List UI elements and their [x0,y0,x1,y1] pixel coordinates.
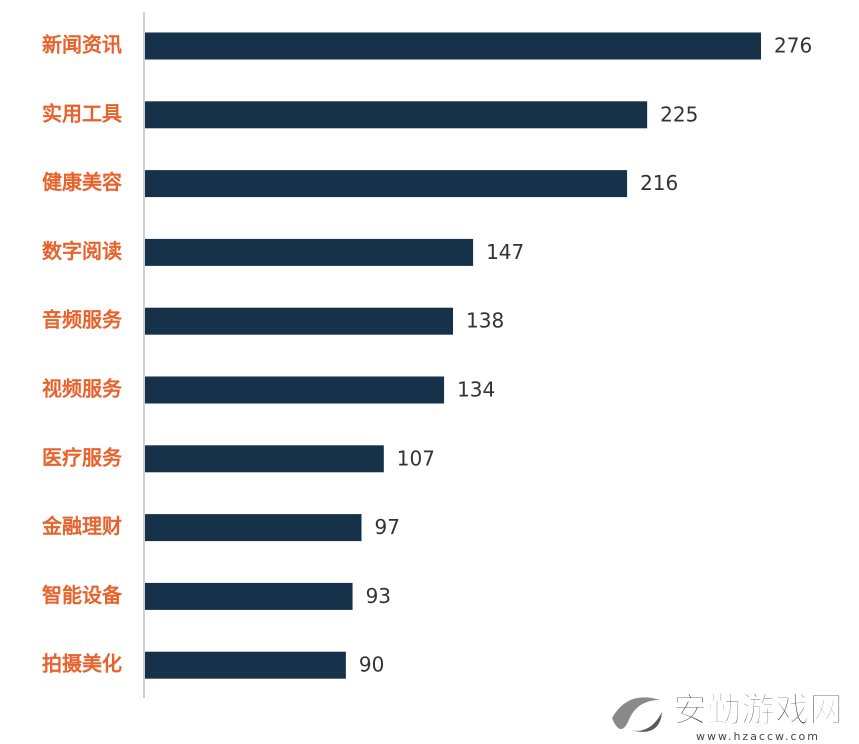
category-label: 音频服务 [42,308,123,332]
value-label: 147 [486,240,524,264]
value-label: 134 [457,378,495,402]
category-label: 新闻资讯 [42,33,122,57]
value-label: 93 [366,584,391,608]
bar [145,101,648,129]
bar [145,514,362,542]
bar [145,376,445,404]
category-label: 实用工具 [42,101,122,125]
category-label: 智能设备 [42,583,123,607]
watermark-title: 安勤游戏网 [673,691,843,731]
bar [145,445,384,473]
category-label: 拍摄美化 [42,652,122,676]
value-label: 216 [640,171,678,195]
watermark: 安勤游戏网 www.hzaccw.com [612,690,844,743]
bar [145,651,346,679]
watermark-url: www.hzaccw.com [696,730,820,743]
bar [145,582,353,610]
value-label: 90 [359,653,384,677]
bar [145,238,474,266]
bar [145,170,628,198]
value-label: 107 [397,446,435,470]
value-label: 97 [374,515,399,539]
watermark-logo [612,697,660,730]
value-label: 225 [660,102,698,126]
category-label: 视频服务 [42,377,123,401]
category-label: 健康美容 [42,170,122,194]
value-label: 138 [466,309,504,333]
category-label: 数字阅读 [42,239,122,263]
category-label: 金融理财 [41,514,122,538]
bar [145,32,761,60]
category-label: 医疗服务 [42,445,123,469]
bar [145,307,453,335]
watermark-logo [630,712,662,732]
value-label: 276 [774,34,812,58]
